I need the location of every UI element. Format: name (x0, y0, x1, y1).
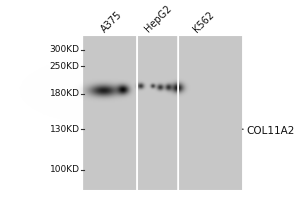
Text: 130KD: 130KD (50, 125, 80, 134)
Text: K562: K562 (191, 10, 216, 34)
Text: 100KD: 100KD (50, 165, 80, 174)
Text: 300KD: 300KD (50, 45, 80, 54)
Text: A375: A375 (100, 10, 124, 34)
Text: 180KD: 180KD (50, 89, 80, 98)
Text: 250KD: 250KD (50, 62, 80, 71)
Text: HepG2: HepG2 (143, 4, 174, 34)
Text: COL11A2: COL11A2 (242, 126, 294, 136)
